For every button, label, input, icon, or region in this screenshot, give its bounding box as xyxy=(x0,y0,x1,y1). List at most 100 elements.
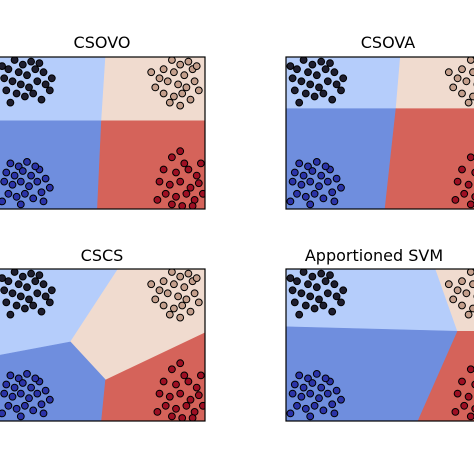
data-point-top-right xyxy=(168,57,176,64)
data-point-top-left xyxy=(315,295,323,304)
data-point-bottom-right xyxy=(168,200,176,209)
data-point-bottom-left xyxy=(27,383,36,392)
data-point-top-left xyxy=(37,95,46,104)
data-point-bottom-left xyxy=(328,400,337,409)
data-point-bottom-left xyxy=(328,188,337,197)
axes-frame xyxy=(0,268,206,422)
data-point-bottom-left xyxy=(39,197,48,206)
data-point-bottom-right xyxy=(199,189,205,198)
data-point-bottom-right xyxy=(188,414,197,421)
plot-content xyxy=(286,269,474,421)
data-point-bottom-left xyxy=(304,374,312,383)
data-point-top-right xyxy=(186,307,195,316)
data-point-top-left xyxy=(304,68,312,77)
data-point-top-right xyxy=(176,60,185,69)
panel-cscs: CSCS xyxy=(0,246,206,422)
data-point-bottom-left xyxy=(323,389,332,398)
data-point-bottom-left xyxy=(332,174,341,183)
data-point-top-left xyxy=(2,298,11,307)
data-point-bottom-right xyxy=(186,395,195,404)
data-point-bottom-left xyxy=(315,182,323,191)
data-point-top-left xyxy=(308,272,317,281)
panel-title: CSCS xyxy=(81,246,124,265)
data-point-bottom-right xyxy=(180,159,189,168)
data-point-top-right xyxy=(464,98,473,107)
data-point-top-right xyxy=(192,62,201,70)
data-point-top-left xyxy=(332,292,341,301)
panel-title: Apportioned SVM xyxy=(305,246,443,265)
data-point-bottom-right xyxy=(471,405,474,413)
data-point-top-left xyxy=(35,59,44,67)
data-point-bottom-right xyxy=(184,165,193,174)
data-point-bottom-right xyxy=(172,192,180,201)
data-point-bottom-right xyxy=(460,189,469,198)
data-point-top-left xyxy=(337,86,345,95)
data-point-top-right xyxy=(444,68,453,77)
data-point-top-left xyxy=(312,283,321,292)
data-point-bottom-left xyxy=(21,189,29,198)
data-point-bottom-left xyxy=(310,189,319,198)
data-point-top-left xyxy=(0,274,6,282)
data-point-bottom-left xyxy=(16,389,25,398)
data-point-top-right xyxy=(147,280,156,289)
data-point-top-left xyxy=(299,57,308,64)
data-point-bottom-left xyxy=(16,412,25,421)
data-point-top-right xyxy=(190,77,199,86)
data-point-top-left xyxy=(315,83,323,92)
data-point-top-right xyxy=(466,269,474,276)
data-point-bottom-left xyxy=(299,383,308,392)
data-point-top-left xyxy=(10,269,19,276)
data-point-top-right xyxy=(464,310,473,319)
data-point-bottom-left xyxy=(27,171,36,180)
data-point-bottom-right xyxy=(153,408,162,416)
data-point-top-left xyxy=(12,89,21,98)
data-point-bottom-left xyxy=(293,401,301,410)
data-point-top-right xyxy=(192,274,201,283)
data-point-bottom-right xyxy=(178,414,187,421)
decision-region-red xyxy=(384,108,474,209)
data-point-top-right xyxy=(194,298,203,307)
data-point-bottom-left xyxy=(2,380,11,389)
decision-region-red xyxy=(417,330,474,421)
data-point-bottom-left xyxy=(317,171,326,180)
data-point-top-right xyxy=(462,289,471,298)
data-point-top-left xyxy=(12,301,21,310)
data-point-top-left xyxy=(21,92,29,101)
data-point-top-left xyxy=(339,74,348,83)
data-point-top-left xyxy=(23,283,31,292)
data-point-top-left xyxy=(14,68,23,77)
panel-csovo: CSOVO xyxy=(0,33,206,210)
data-point-top-left xyxy=(310,304,319,313)
data-point-bottom-left xyxy=(12,404,21,413)
data-point-top-left xyxy=(308,60,317,69)
data-point-top-right xyxy=(165,310,174,319)
data-point-top-left xyxy=(323,289,332,298)
data-point-bottom-left xyxy=(16,200,25,209)
data-point-top-left xyxy=(293,65,301,74)
data-point-top-right xyxy=(186,95,195,104)
data-point-bottom-right xyxy=(168,365,176,374)
data-point-top-left xyxy=(18,272,27,281)
data-point-top-left xyxy=(47,74,56,83)
data-point-top-left xyxy=(0,286,9,295)
data-point-top-right xyxy=(159,65,168,74)
data-point-bottom-left xyxy=(25,394,33,403)
data-point-top-left xyxy=(14,280,23,289)
data-point-top-right xyxy=(449,295,458,304)
data-point-top-right xyxy=(151,295,160,304)
data-point-bottom-left xyxy=(8,392,17,401)
data-point-top-right xyxy=(462,77,471,86)
data-point-bottom-left xyxy=(16,177,25,186)
data-point-bottom-right xyxy=(188,202,197,209)
data-point-bottom-right xyxy=(172,168,180,177)
data-point-bottom-right xyxy=(153,196,162,204)
data-point-bottom-right xyxy=(192,171,201,180)
data-point-top-left xyxy=(299,269,308,276)
data-point-top-right xyxy=(458,277,466,286)
data-point-bottom-right xyxy=(458,377,466,386)
data-point-top-right xyxy=(170,280,178,289)
data-point-bottom-left xyxy=(31,374,40,383)
data-point-bottom-left xyxy=(315,394,323,403)
data-point-top-left xyxy=(295,310,304,319)
data-point-bottom-right xyxy=(464,392,473,401)
